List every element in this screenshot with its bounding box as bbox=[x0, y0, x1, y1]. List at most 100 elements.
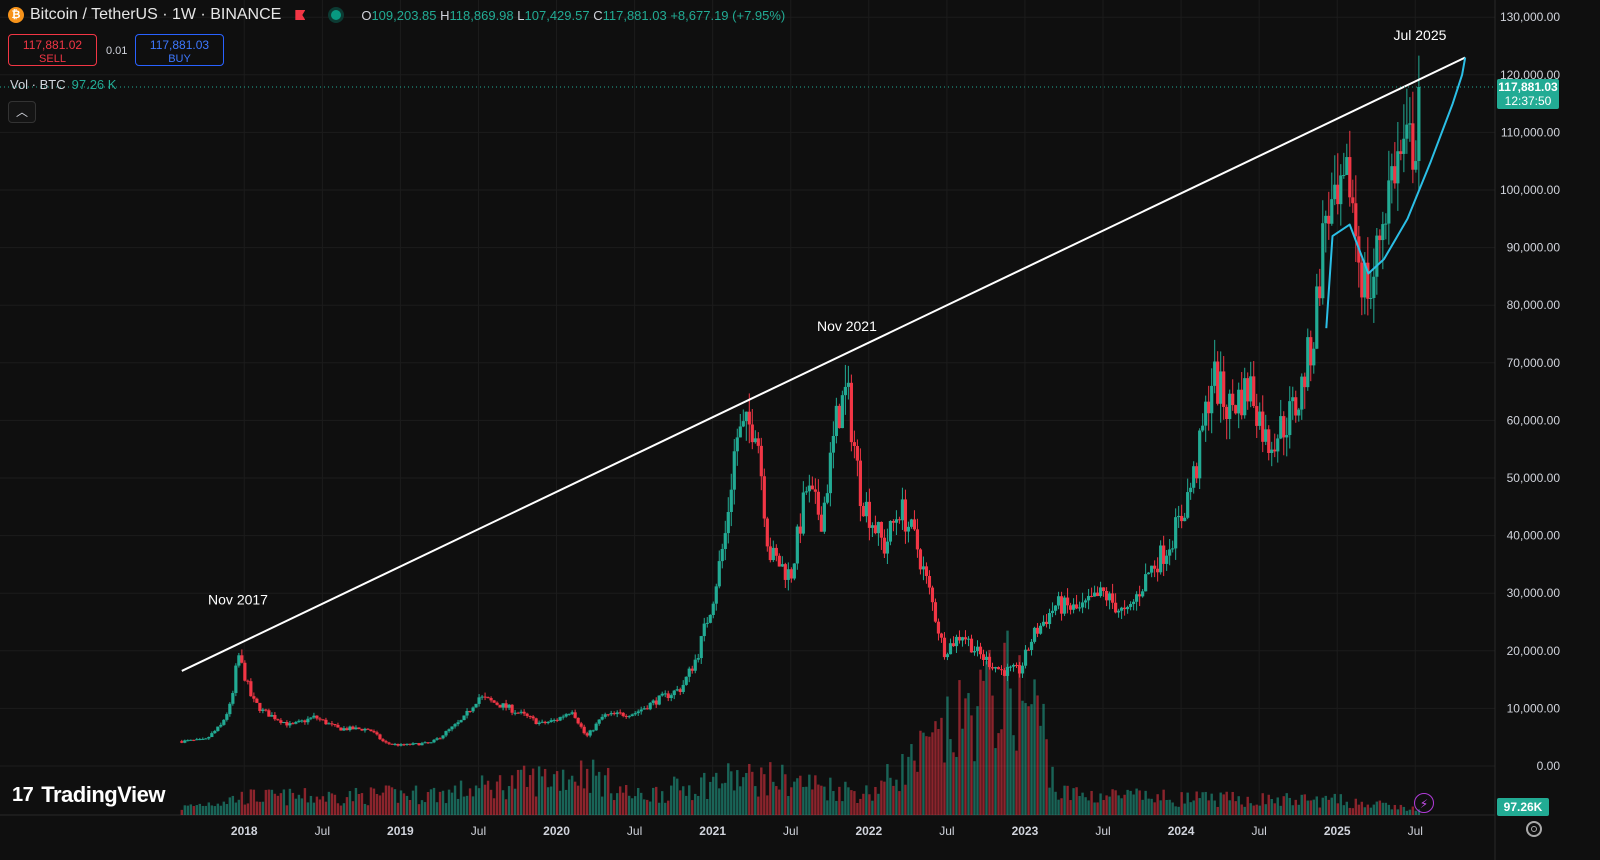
candle-body[interactable] bbox=[582, 726, 586, 734]
candle-body[interactable] bbox=[495, 702, 499, 705]
candle-body[interactable] bbox=[546, 721, 550, 724]
candle-body[interactable] bbox=[1264, 429, 1268, 442]
candle-body[interactable] bbox=[1318, 286, 1322, 299]
candle-body[interactable] bbox=[492, 700, 496, 703]
candle-body[interactable] bbox=[465, 710, 469, 716]
candle-body[interactable] bbox=[1138, 594, 1142, 597]
candle-body[interactable] bbox=[1219, 371, 1223, 404]
candle-body[interactable] bbox=[660, 693, 664, 696]
candle-body[interactable] bbox=[459, 720, 463, 723]
candle-body[interactable] bbox=[282, 721, 286, 723]
symbol-title[interactable]: Bitcoin / TetherUS · 1W · BINANCE bbox=[30, 6, 282, 23]
candle-body[interactable] bbox=[954, 636, 959, 647]
candle-body[interactable] bbox=[423, 742, 427, 744]
candle-body[interactable] bbox=[822, 502, 826, 532]
candle-body[interactable] bbox=[1156, 568, 1160, 573]
candle-body[interactable] bbox=[903, 499, 908, 532]
cup-curve-drawing[interactable] bbox=[1325, 57, 1467, 329]
candle-body[interactable] bbox=[1104, 590, 1109, 601]
candle-body[interactable] bbox=[1020, 665, 1025, 674]
candle-body[interactable] bbox=[477, 697, 481, 704]
candle-body[interactable] bbox=[666, 693, 670, 699]
candle-body[interactable] bbox=[684, 676, 688, 685]
candle-body[interactable] bbox=[231, 693, 235, 704]
candle-body[interactable] bbox=[897, 519, 902, 521]
candle-body[interactable] bbox=[363, 728, 367, 731]
candle-body[interactable] bbox=[330, 723, 334, 725]
candle-body[interactable] bbox=[294, 721, 298, 724]
candle-body[interactable] bbox=[210, 733, 214, 738]
candle-body[interactable] bbox=[1234, 405, 1238, 414]
candle-body[interactable] bbox=[381, 739, 385, 742]
candle-body[interactable] bbox=[249, 681, 253, 697]
candle-body[interactable] bbox=[1291, 397, 1295, 402]
candle-body[interactable] bbox=[1270, 449, 1274, 454]
candle-body[interactable] bbox=[354, 727, 358, 730]
candle-body[interactable] bbox=[261, 709, 265, 711]
candle-body[interactable] bbox=[1351, 197, 1355, 204]
candle-body[interactable] bbox=[900, 499, 905, 521]
candle-body[interactable] bbox=[450, 726, 454, 730]
candle-body[interactable] bbox=[243, 662, 247, 681]
candle-body[interactable] bbox=[555, 719, 559, 721]
candle-body[interactable] bbox=[1390, 166, 1394, 181]
candle-body[interactable] bbox=[600, 716, 604, 720]
candle-body[interactable] bbox=[606, 714, 610, 716]
candle-body[interactable] bbox=[1032, 627, 1037, 642]
buy-button[interactable]: 117,881.03 BUY bbox=[135, 34, 224, 66]
candle-body[interactable] bbox=[858, 460, 862, 507]
candle-body[interactable] bbox=[234, 665, 238, 694]
candle-body[interactable] bbox=[1108, 593, 1112, 601]
sell-button[interactable]: 117,881.02 SELL bbox=[8, 34, 97, 66]
candle-body[interactable] bbox=[1086, 595, 1091, 601]
candle-body[interactable] bbox=[1348, 157, 1352, 198]
candle-body[interactable] bbox=[1129, 603, 1133, 607]
candle-body[interactable] bbox=[876, 521, 881, 534]
candle-body[interactable] bbox=[336, 724, 340, 728]
candle-body[interactable] bbox=[777, 555, 781, 567]
candle-body[interactable] bbox=[1345, 157, 1349, 176]
candle-body[interactable] bbox=[1237, 389, 1241, 414]
candle-body[interactable] bbox=[1192, 466, 1196, 488]
candle-body[interactable] bbox=[828, 452, 832, 494]
candle-body[interactable] bbox=[618, 712, 622, 714]
candle-body[interactable] bbox=[585, 733, 589, 736]
candle-body[interactable] bbox=[393, 743, 397, 745]
candle-body[interactable] bbox=[1243, 378, 1247, 416]
candle-body[interactable] bbox=[1120, 607, 1124, 611]
candle-body[interactable] bbox=[594, 723, 598, 731]
candle-body[interactable] bbox=[726, 512, 730, 534]
candle-body[interactable] bbox=[588, 730, 592, 736]
candle-body[interactable] bbox=[558, 717, 562, 721]
candle-body[interactable] bbox=[789, 569, 793, 579]
candle-body[interactable] bbox=[1246, 378, 1250, 402]
candle-body[interactable] bbox=[204, 738, 208, 740]
candle-body[interactable] bbox=[573, 712, 577, 718]
candle-body[interactable] bbox=[1162, 545, 1166, 564]
candle-body[interactable] bbox=[1135, 594, 1139, 602]
candle-body[interactable] bbox=[507, 704, 511, 708]
candle-body[interactable] bbox=[1276, 438, 1280, 452]
candle-body[interactable] bbox=[1180, 515, 1184, 522]
candle-body[interactable] bbox=[1008, 666, 1013, 668]
candle-body[interactable] bbox=[915, 529, 920, 550]
candle-body[interactable] bbox=[501, 703, 505, 708]
candle-body[interactable] bbox=[873, 525, 878, 534]
candle-body[interactable] bbox=[255, 698, 259, 703]
candle-body[interactable] bbox=[396, 743, 400, 746]
candle-body[interactable] bbox=[225, 714, 229, 720]
candle-body[interactable] bbox=[1354, 203, 1358, 237]
candle-body[interactable] bbox=[723, 533, 727, 550]
candle-body[interactable] bbox=[1195, 466, 1199, 479]
candle-body[interactable] bbox=[1333, 184, 1337, 200]
candle-body[interactable] bbox=[840, 395, 844, 429]
candle-body[interactable] bbox=[1402, 138, 1406, 154]
candle-body[interactable] bbox=[519, 711, 523, 713]
candle-body[interactable] bbox=[909, 519, 914, 527]
candle-body[interactable] bbox=[543, 721, 547, 724]
candle-body[interactable] bbox=[780, 564, 784, 567]
candle-body[interactable] bbox=[285, 721, 289, 726]
candle-body[interactable] bbox=[1417, 87, 1421, 162]
candle-body[interactable] bbox=[411, 743, 415, 745]
